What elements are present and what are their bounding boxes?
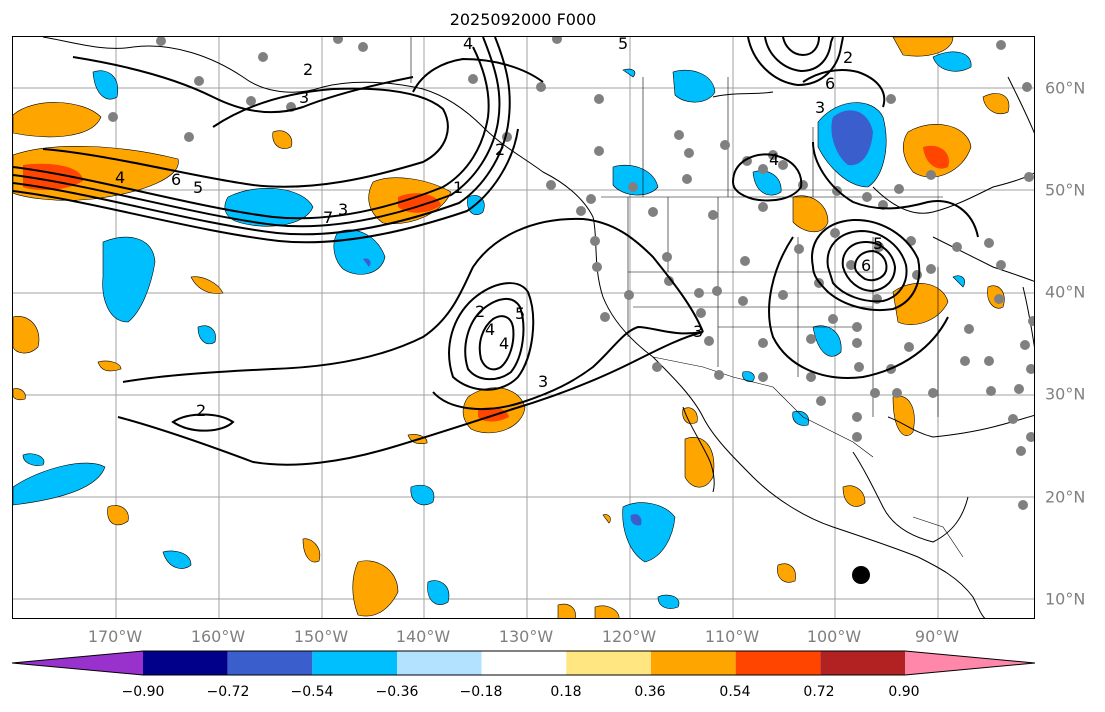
contour-label: 2 bbox=[843, 48, 853, 67]
longitude-label: 150°W bbox=[293, 627, 349, 646]
map-plot: 2 3 4 5 6 7 1 2 3 4 5 2 3 4 5 6 2 3 4 5 … bbox=[13, 37, 1034, 618]
colorbar-tick-label: 0.72 bbox=[803, 684, 835, 700]
contour-label: 4 bbox=[499, 334, 509, 353]
colorbar-tick-label: −0.72 bbox=[206, 684, 250, 700]
station-markers bbox=[108, 37, 1034, 510]
contour-label: 2 bbox=[495, 140, 505, 159]
colorbar-segment bbox=[227, 651, 313, 675]
longitude-label: 120°W bbox=[601, 627, 657, 646]
contour-lines bbox=[13, 37, 979, 466]
colorbar-tick-label: 0.90 bbox=[888, 684, 920, 700]
latitude-label: 20°N bbox=[1045, 487, 1086, 507]
contour-label: 2 bbox=[475, 302, 485, 321]
latitude-label: 50°N bbox=[1045, 180, 1086, 200]
contour-label: 5 bbox=[618, 37, 628, 53]
contour-label: 5 bbox=[515, 304, 525, 323]
contour-label: 4 bbox=[769, 150, 779, 169]
colorbar-tick-label: −0.54 bbox=[290, 684, 334, 700]
contour-label: 6 bbox=[171, 170, 181, 189]
contour-label: 2 bbox=[196, 401, 206, 420]
latitude-label: 60°N bbox=[1045, 78, 1086, 98]
shaded-fields bbox=[13, 37, 1010, 618]
longitude-label: 130°W bbox=[498, 627, 554, 646]
contour-label: 4 bbox=[115, 168, 125, 187]
colorbar-segment bbox=[481, 651, 567, 675]
contour-label: 7 bbox=[323, 208, 333, 227]
contour-label: 6 bbox=[825, 74, 835, 93]
contour-label: 3 bbox=[815, 98, 825, 117]
map-title: 2025092000 F000 bbox=[449, 10, 597, 29]
colorbar-segment bbox=[312, 651, 397, 675]
colorbar-tick-label: 0.18 bbox=[550, 684, 582, 700]
colorbar-tick-label: −0.90 bbox=[121, 684, 165, 700]
contour-labels: 2 3 4 5 6 7 1 2 3 4 5 2 3 4 5 6 2 3 4 5 … bbox=[115, 37, 883, 420]
colorbar-tick-label: −0.36 bbox=[375, 684, 419, 700]
latitude-label: 30°N bbox=[1045, 384, 1086, 404]
longitude-label: 100°W bbox=[806, 627, 862, 646]
map-panel: 2 3 4 5 6 7 1 2 3 4 5 2 3 4 5 6 2 3 4 5 … bbox=[12, 36, 1035, 619]
colorbar-segment bbox=[905, 651, 1035, 675]
borders bbox=[410, 37, 964, 558]
longitude-label: 110°W bbox=[704, 627, 760, 646]
latitude-label: 10°N bbox=[1045, 589, 1086, 609]
longitude-label: 170°W bbox=[87, 627, 143, 646]
latitude-label: 40°N bbox=[1045, 282, 1086, 302]
colorbar bbox=[12, 650, 1036, 676]
contour-label: 2 bbox=[303, 60, 313, 79]
coastlines bbox=[42, 37, 1034, 618]
graticule bbox=[13, 37, 1034, 618]
colorbar-segment bbox=[143, 651, 228, 675]
contour-label: 6 bbox=[861, 256, 871, 275]
storm-center-marker bbox=[852, 566, 870, 584]
contour-label: 1 bbox=[453, 178, 463, 197]
colorbar-tick-label: 0.36 bbox=[634, 684, 666, 700]
longitude-label: 140°W bbox=[395, 627, 451, 646]
colorbar-segment bbox=[820, 651, 905, 675]
contour-label: 4 bbox=[485, 320, 495, 339]
contour-label: 3 bbox=[299, 88, 309, 107]
contour-label: 5 bbox=[193, 178, 203, 197]
longitude-label: 90°W bbox=[914, 627, 960, 646]
contour-label: 3 bbox=[538, 372, 548, 391]
colorbar-tick-label: −0.18 bbox=[459, 684, 503, 700]
colorbar-tick-label: 0.54 bbox=[719, 684, 751, 700]
longitude-label: 160°W bbox=[190, 627, 246, 646]
colorbar-segment bbox=[651, 651, 736, 675]
colorbar-segment bbox=[566, 651, 651, 675]
contour-label: 3 bbox=[338, 200, 348, 219]
contour-label: 5 bbox=[873, 234, 883, 253]
colorbar-segment bbox=[397, 651, 482, 675]
colorbar-segment bbox=[12, 651, 143, 675]
colorbar-segment bbox=[735, 651, 821, 675]
contour-label: 4 bbox=[463, 37, 473, 53]
contour-label: 3 bbox=[693, 322, 703, 341]
